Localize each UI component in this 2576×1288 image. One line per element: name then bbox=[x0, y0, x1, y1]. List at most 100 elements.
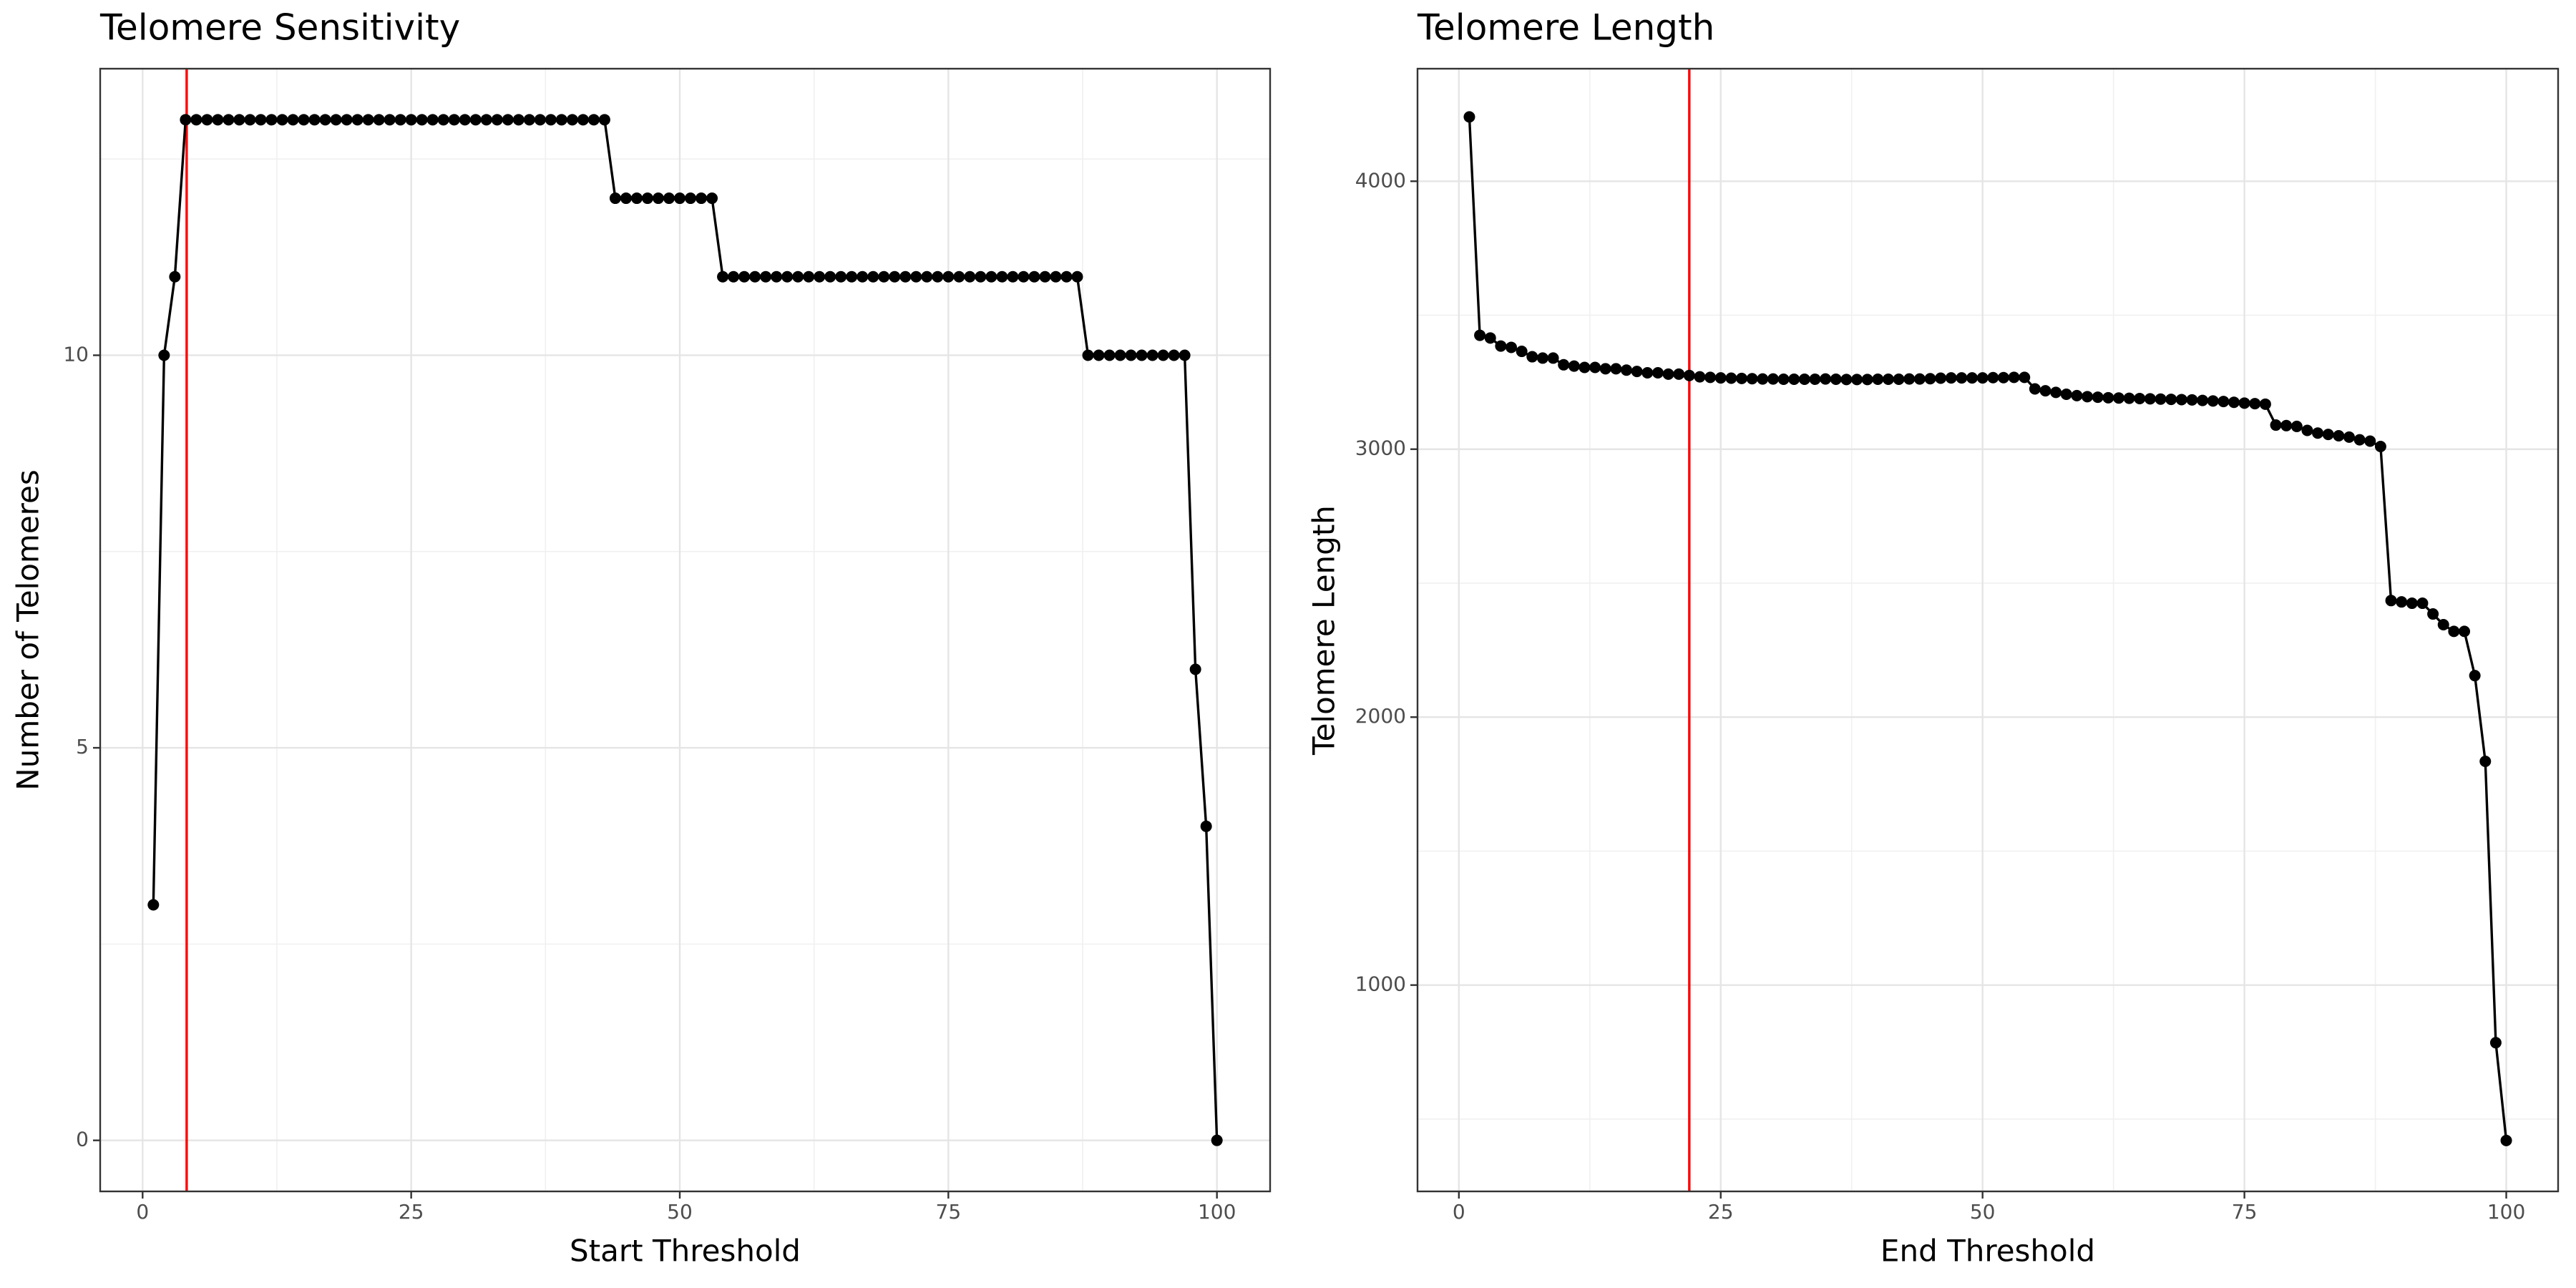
data-point bbox=[2008, 371, 2020, 384]
data-point bbox=[201, 114, 213, 126]
data-point bbox=[2333, 430, 2345, 442]
data-point bbox=[2207, 395, 2219, 407]
data-point bbox=[223, 114, 235, 126]
data-point bbox=[749, 270, 761, 283]
data-point bbox=[426, 114, 439, 126]
data-point bbox=[696, 192, 708, 205]
data-point bbox=[523, 114, 535, 126]
data-point bbox=[1631, 366, 1643, 378]
data-point bbox=[1757, 373, 1769, 385]
chart-title: Telomere Sensitivity bbox=[99, 7, 460, 49]
data-point bbox=[609, 192, 621, 205]
data-point bbox=[1714, 372, 1727, 384]
data-point bbox=[1704, 371, 1717, 384]
data-point bbox=[1976, 372, 1989, 384]
data-point bbox=[437, 114, 449, 126]
data-point bbox=[1558, 358, 1570, 371]
data-point bbox=[857, 270, 869, 283]
data-point bbox=[1694, 371, 1706, 383]
x-tick-label: 25 bbox=[399, 1200, 424, 1224]
data-point bbox=[2071, 389, 2083, 401]
data-point bbox=[351, 114, 364, 126]
panel-background bbox=[1418, 69, 2558, 1191]
data-point bbox=[1777, 374, 1790, 386]
data-point bbox=[1798, 374, 1810, 386]
data-point bbox=[1125, 349, 1137, 361]
data-point bbox=[147, 899, 160, 911]
data-point bbox=[932, 270, 944, 283]
data-point bbox=[1093, 349, 1105, 361]
data-point bbox=[1652, 367, 1664, 379]
data-point bbox=[1146, 349, 1158, 361]
y-tick-label: 1000 bbox=[1355, 972, 1406, 996]
panel-border bbox=[1416, 67, 2560, 1193]
data-point bbox=[1610, 363, 1622, 375]
data-point bbox=[2280, 419, 2293, 431]
x-tick-label: 75 bbox=[2232, 1200, 2258, 1224]
data-point bbox=[2134, 392, 2146, 404]
data-point bbox=[867, 270, 879, 283]
data-point bbox=[717, 270, 729, 283]
data-point bbox=[1746, 373, 1758, 385]
data-point bbox=[534, 114, 546, 126]
data-point bbox=[212, 114, 224, 126]
y-tick-label: 4000 bbox=[1355, 168, 1406, 192]
data-point bbox=[587, 114, 600, 126]
data-point bbox=[975, 270, 987, 283]
data-point bbox=[1913, 373, 1926, 385]
data-point bbox=[706, 192, 718, 205]
data-point bbox=[566, 114, 578, 126]
x-tick-label: 0 bbox=[136, 1200, 149, 1224]
data-point bbox=[416, 114, 428, 126]
data-point bbox=[620, 192, 632, 205]
data-point bbox=[685, 192, 697, 205]
data-point bbox=[760, 270, 772, 283]
data-point bbox=[803, 270, 815, 283]
data-point bbox=[2123, 392, 2135, 404]
data-point bbox=[2427, 608, 2439, 620]
data-point bbox=[265, 114, 278, 126]
data-point bbox=[373, 114, 385, 126]
x-tick-label: 0 bbox=[1453, 1200, 1465, 1224]
data-point bbox=[2312, 427, 2324, 439]
data-point bbox=[1861, 374, 1873, 386]
data-point bbox=[1809, 374, 1821, 386]
data-point bbox=[341, 114, 353, 126]
data-point bbox=[1987, 371, 1999, 384]
data-point bbox=[2092, 391, 2104, 404]
y-tick-label: 3000 bbox=[1355, 436, 1406, 460]
data-point bbox=[781, 270, 794, 283]
data-point bbox=[1060, 270, 1073, 283]
data-point bbox=[1956, 372, 1968, 384]
data-point bbox=[2437, 619, 2449, 631]
data-point bbox=[641, 192, 653, 205]
data-point bbox=[255, 114, 267, 126]
data-point bbox=[942, 270, 955, 283]
data-point bbox=[1882, 374, 1894, 386]
data-point bbox=[824, 270, 836, 283]
data-point bbox=[996, 270, 1008, 283]
data-point bbox=[1725, 372, 1737, 384]
data-point bbox=[2155, 393, 2167, 405]
data-point bbox=[1820, 373, 1832, 385]
x-axis-label: Start Threshold bbox=[570, 1234, 801, 1269]
data-point bbox=[1547, 352, 1559, 364]
data-point bbox=[814, 270, 826, 283]
data-point bbox=[405, 114, 417, 126]
data-point bbox=[964, 270, 976, 283]
data-point bbox=[448, 114, 460, 126]
data-point bbox=[792, 270, 804, 283]
data-point bbox=[2458, 625, 2470, 638]
data-point bbox=[1683, 369, 1695, 381]
data-point bbox=[2186, 394, 2198, 406]
data-point bbox=[1662, 368, 1674, 380]
data-point bbox=[330, 114, 342, 126]
data-point bbox=[1903, 373, 1916, 385]
data-point bbox=[1136, 349, 1148, 361]
data-point bbox=[1935, 372, 1947, 384]
data-point bbox=[2385, 595, 2397, 607]
data-point bbox=[276, 114, 288, 126]
data-point bbox=[233, 114, 245, 126]
y-tick-label: 2000 bbox=[1355, 704, 1406, 728]
data-point bbox=[846, 270, 858, 283]
